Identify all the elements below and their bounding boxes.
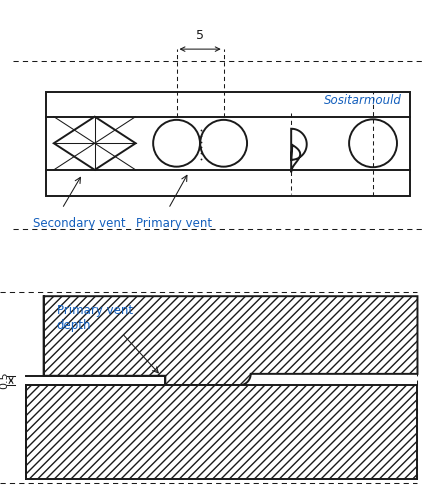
Polygon shape: [43, 296, 417, 385]
Polygon shape: [26, 385, 417, 479]
Bar: [46, 92, 409, 197]
Text: Primary vent: Primary vent: [135, 217, 211, 230]
Circle shape: [200, 120, 247, 166]
Text: 0.5: 0.5: [0, 371, 9, 389]
Text: Primary vent
depth: Primary vent depth: [56, 304, 132, 332]
Text: Secondary vent: Secondary vent: [33, 217, 126, 230]
Circle shape: [153, 120, 200, 166]
Text: Sositarmould: Sositarmould: [323, 94, 401, 107]
Text: 5: 5: [196, 29, 204, 42]
Polygon shape: [54, 117, 135, 170]
